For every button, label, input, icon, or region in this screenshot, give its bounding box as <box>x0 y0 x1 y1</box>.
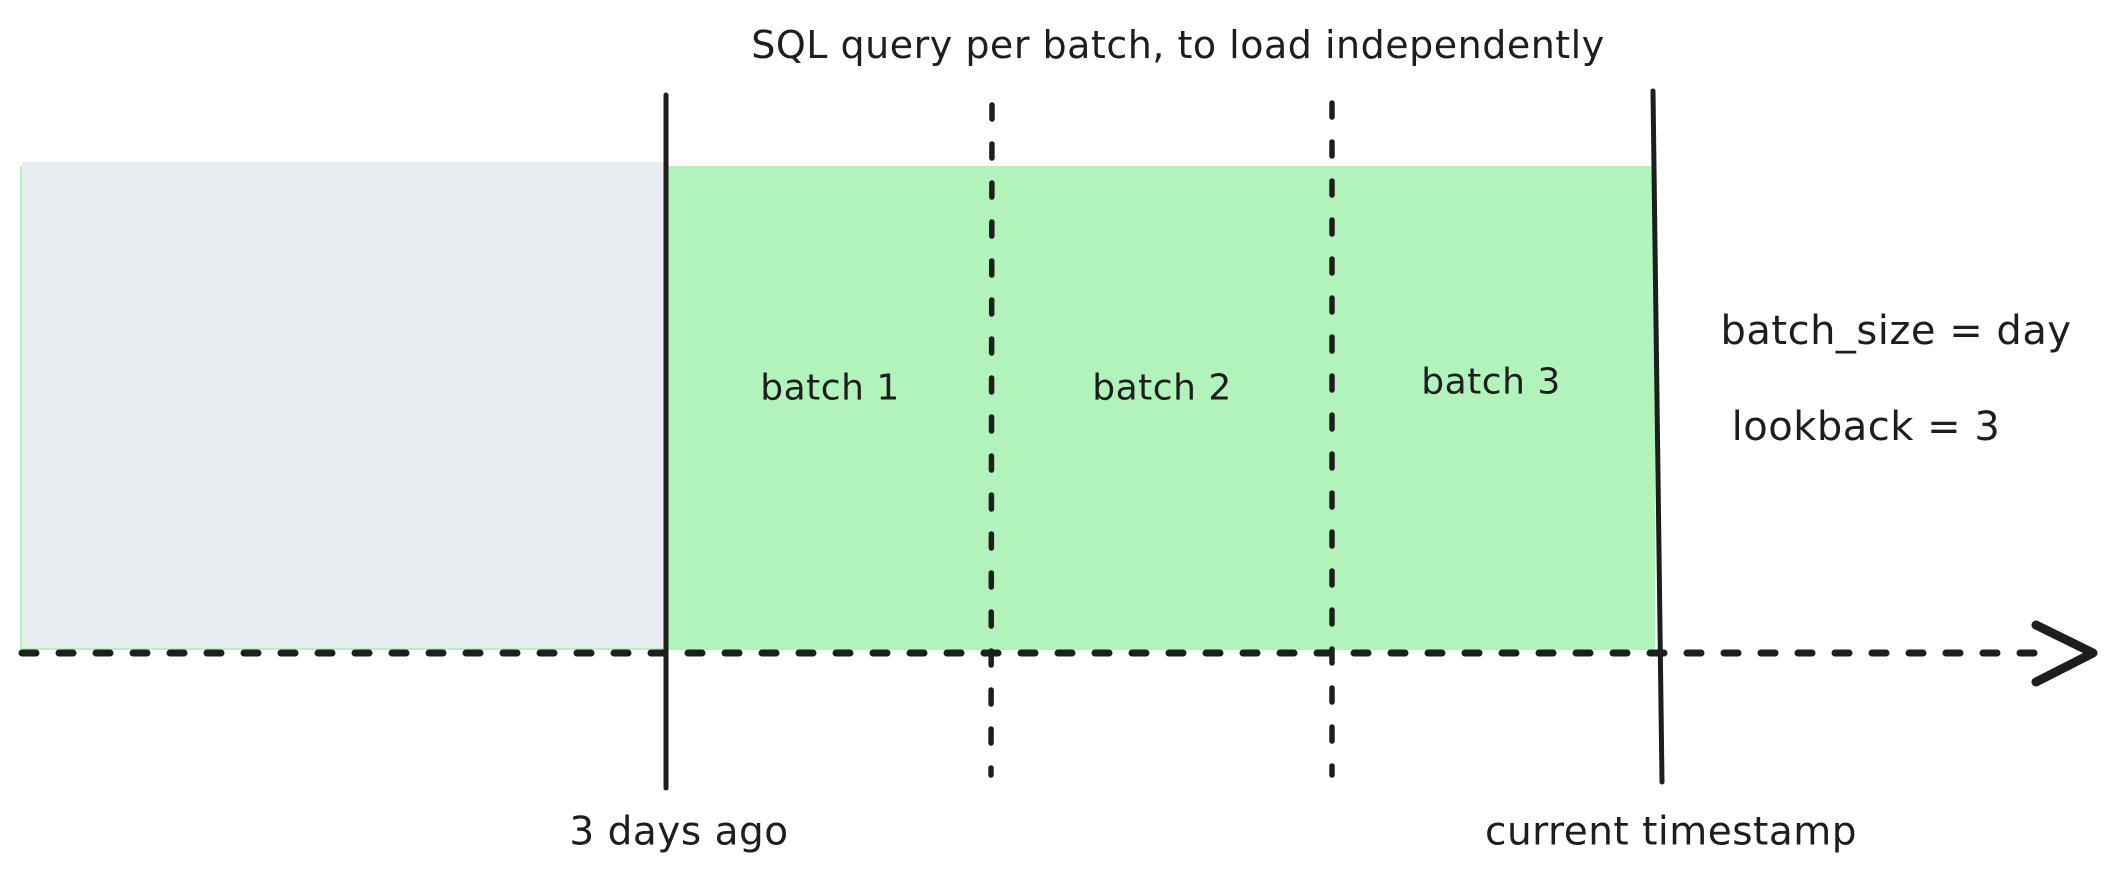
window-end-boundary-line <box>1650 88 1665 785</box>
batch-1-label: batch 1 <box>760 367 900 409</box>
batch-2-label: batch 2 <box>1092 367 1232 409</box>
batch-3-label: batch 3 <box>1421 361 1561 403</box>
past-region-rect <box>22 162 667 648</box>
timeline-start-label: 3 days ago <box>569 809 789 855</box>
diagram-title: SQL query per batch, to load independent… <box>751 23 1605 67</box>
timeline-arrowhead-icon <box>2031 620 2098 687</box>
batch-size-annotation: batch_size = day <box>1720 308 2072 354</box>
batch-divider-1-dashed-line <box>988 102 995 778</box>
timeline-end-label: current timestamp <box>1485 809 1857 855</box>
lookback-annotation: lookback = 3 <box>1731 404 2001 450</box>
